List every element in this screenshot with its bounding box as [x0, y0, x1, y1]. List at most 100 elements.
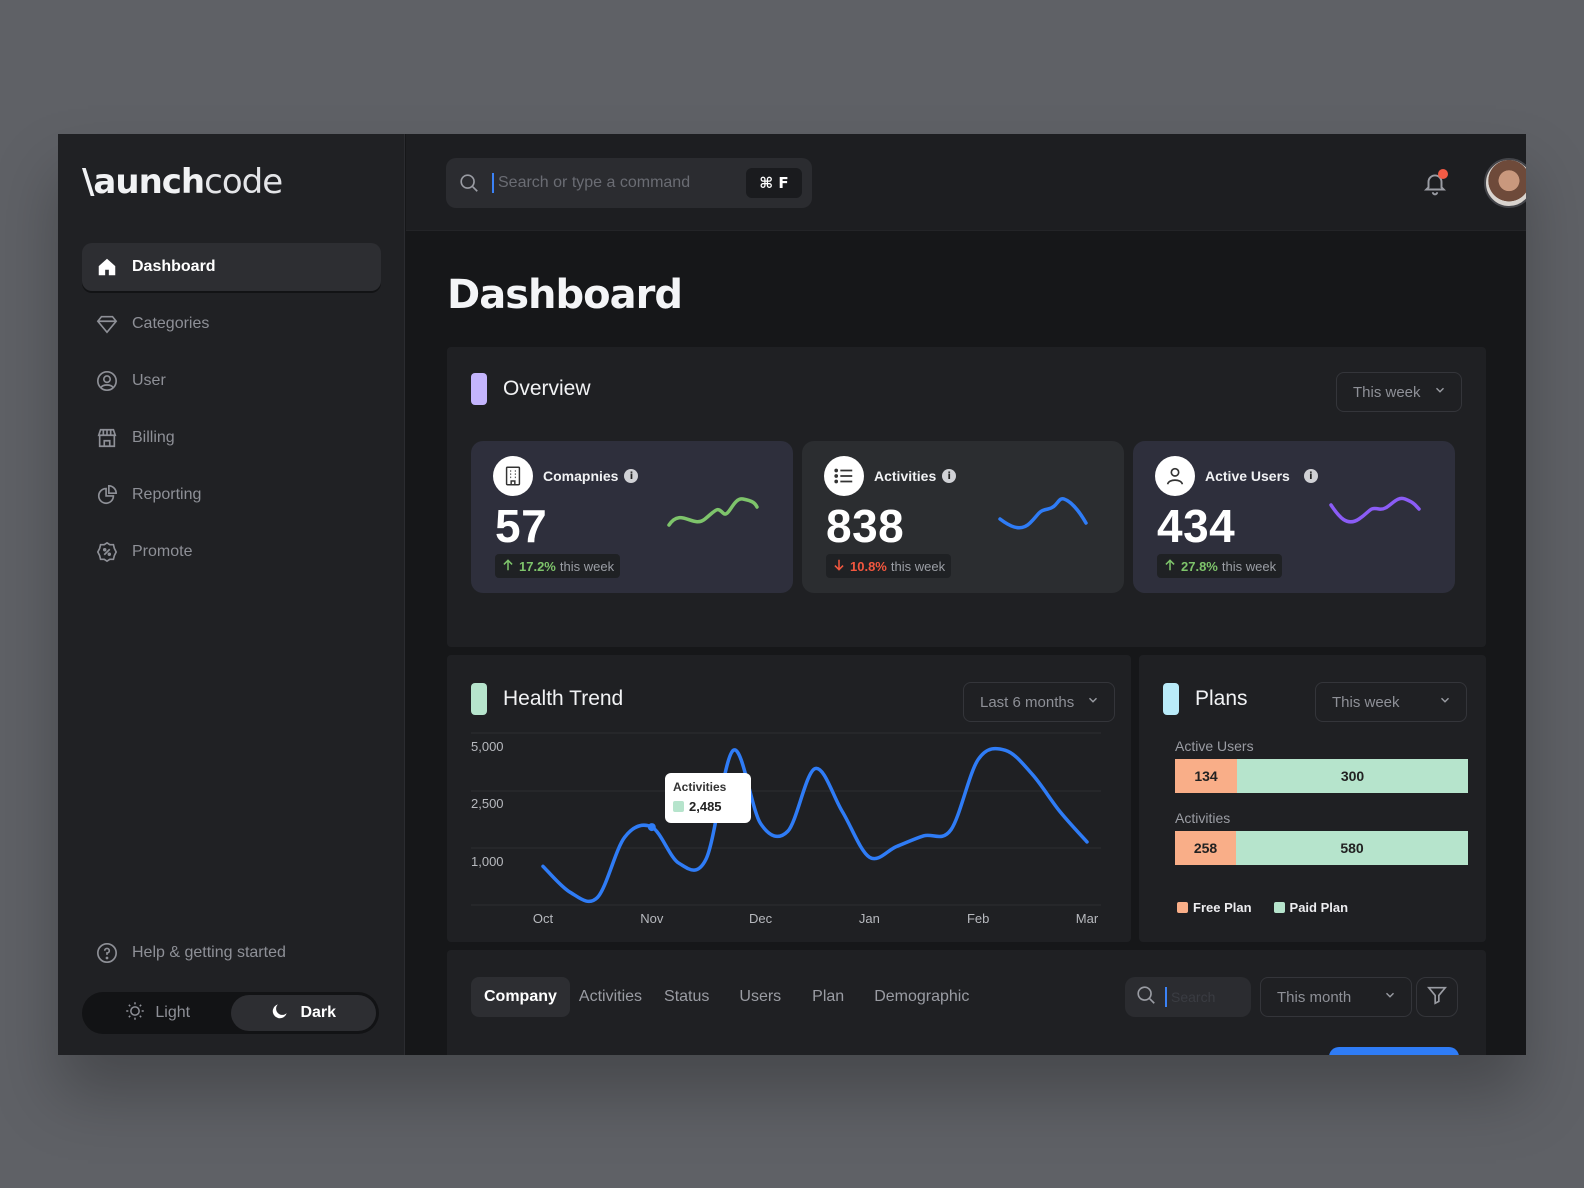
card-change: 10.8% this week: [826, 554, 952, 578]
search-input[interactable]: [498, 174, 738, 192]
active-users-card[interactable]: Active Users i 434 27.8% this week: [1133, 441, 1455, 593]
tooltip-value: 2,485: [689, 799, 722, 814]
help-label: Help & getting started: [132, 944, 286, 961]
overview-period-dropdown[interactable]: This week: [1336, 372, 1462, 412]
tooltip-swatch: [673, 801, 684, 812]
light-theme-button[interactable]: Light: [85, 995, 231, 1031]
plans-period-dropdown[interactable]: This week: [1315, 682, 1467, 722]
legend-label: Paid Plan: [1289, 900, 1349, 915]
sidebar-item-promote[interactable]: Promote: [82, 528, 381, 576]
companies-sparkline: [667, 497, 759, 527]
health-trend-chart: 5,000 2,500 1,000 Oct Nov Dec Jan Feb Mar: [471, 732, 1101, 926]
plan-bar-activities[interactable]: 258 580: [1175, 831, 1468, 865]
sidebar-item-label: Reporting: [132, 486, 202, 503]
arrow-up-icon: [501, 558, 515, 575]
primary-action-button[interactable]: [1329, 1047, 1459, 1055]
page-title: Dashboard: [447, 272, 683, 318]
plan-bar-active-users[interactable]: 134 300: [1175, 759, 1468, 793]
y-tick-label: 5,000: [471, 739, 504, 754]
dropdown-value: This week: [1353, 383, 1421, 401]
plans-header: Plans: [1163, 683, 1248, 715]
help-circle-icon: [96, 942, 118, 964]
bell-icon[interactable]: [1422, 170, 1448, 196]
info-icon[interactable]: i: [624, 469, 639, 483]
sidebar-item-label: Dashboard: [132, 258, 216, 275]
legend-swatch: [1177, 902, 1188, 913]
filter-button[interactable]: [1416, 977, 1458, 1017]
x-tick-label: Oct: [533, 911, 554, 926]
dark-label: Dark: [300, 1004, 337, 1021]
plan-row-label: Active Users: [1175, 738, 1254, 754]
tab-demographic[interactable]: Demographic: [874, 988, 970, 1005]
tab-company[interactable]: Company: [471, 977, 570, 1017]
table-panel: Company Activities Status Users Plan Dem…: [447, 950, 1486, 1055]
top-bar: ⌘ F: [406, 134, 1526, 231]
card-value: 434: [1157, 500, 1236, 552]
sidebar-nav: Dashboard Categories User Billing: [82, 243, 381, 585]
series-line-activities: [541, 746, 1089, 904]
chevron-down-icon: [1433, 383, 1447, 401]
legend-swatch: [1273, 902, 1285, 913]
tab-users[interactable]: Users: [739, 988, 782, 1005]
companies-card[interactable]: Comapnies i 57 17.2% this week: [471, 441, 793, 593]
help-link[interactable]: Help & getting started: [96, 942, 286, 964]
change-percent: 17.2%: [519, 558, 556, 574]
card-label: Activities i: [874, 468, 957, 484]
plans-accent: [1163, 683, 1179, 715]
dropdown-value: This month: [1277, 988, 1352, 1006]
chart-tooltip: Activities 2,485: [665, 773, 751, 823]
paid-plan-segment: 580: [1236, 831, 1468, 865]
sidebar-item-billing[interactable]: Billing: [82, 414, 381, 462]
tab-activities[interactable]: Activities: [578, 988, 643, 1005]
plans-title: Plans: [1195, 687, 1248, 710]
card-label: Comapnies i: [543, 468, 639, 484]
chevron-down-icon: [1086, 693, 1100, 711]
card-change: 27.8% this week: [1157, 554, 1283, 578]
dropdown-value: This week: [1332, 693, 1400, 711]
health-trend-title: Health Trend: [503, 687, 624, 710]
tooltip-label: Activities: [673, 780, 727, 794]
home-icon: [96, 256, 118, 278]
table-period-dropdown[interactable]: This month: [1260, 977, 1412, 1017]
sidebar-item-categories[interactable]: Categories: [82, 300, 381, 348]
info-icon[interactable]: i: [1303, 469, 1318, 483]
pie-chart-icon: [96, 484, 118, 506]
table-search[interactable]: [1125, 977, 1251, 1017]
activities-sparkline: [998, 497, 1088, 530]
arrow-up-icon: [1163, 558, 1177, 575]
info-icon[interactable]: i: [942, 469, 957, 483]
table-search-input[interactable]: [1171, 989, 1241, 1005]
change-suffix: this week: [890, 558, 946, 574]
x-tick-label: Feb: [967, 911, 989, 926]
y-tick-label: 2,500: [471, 796, 504, 811]
sidebar-item-reporting[interactable]: Reporting: [82, 471, 381, 519]
card-change: 17.2% this week: [495, 554, 621, 578]
command-search[interactable]: ⌘ F: [446, 158, 812, 208]
sidebar-item-dashboard[interactable]: Dashboard: [82, 243, 381, 291]
highlighted-data-point[interactable]: [647, 823, 656, 832]
avatar[interactable]: [1484, 158, 1526, 208]
user-icon: [1155, 456, 1195, 496]
logo[interactable]: \aunchcode: [82, 162, 283, 202]
free-plan-segment: 134: [1175, 759, 1237, 793]
activities-card[interactable]: Activities i 838 10.8% this week: [802, 441, 1124, 593]
tab-plan[interactable]: Plan: [812, 988, 845, 1005]
plans-legend: Free Plan Paid Plan: [1177, 900, 1348, 915]
app-window: \aunchcode Dashboard Categories User: [58, 134, 1526, 1055]
chevron-down-icon: [1438, 693, 1452, 711]
plan-row-label: Activities: [1175, 810, 1231, 826]
dark-theme-button[interactable]: Dark: [230, 995, 376, 1031]
table-tabs: Company Activities Status Users Plan Dem…: [471, 977, 985, 1017]
health-trend-header: Health Trend: [471, 683, 623, 715]
sidebar-item-user[interactable]: User: [82, 357, 381, 405]
dropdown-value: Last 6 months: [980, 693, 1075, 711]
health-trend-period-dropdown[interactable]: Last 6 months: [963, 682, 1115, 722]
moon-icon: [270, 1001, 290, 1026]
tooltip-value-row: 2,485: [673, 799, 743, 814]
x-tick-label: Jan: [859, 911, 880, 926]
shortcut-badge: ⌘ F: [746, 168, 802, 198]
tab-status[interactable]: Status: [664, 988, 710, 1005]
overview-header: Overview: [471, 373, 591, 405]
sidebar-item-label: User: [132, 372, 166, 389]
search-icon: [458, 172, 480, 194]
